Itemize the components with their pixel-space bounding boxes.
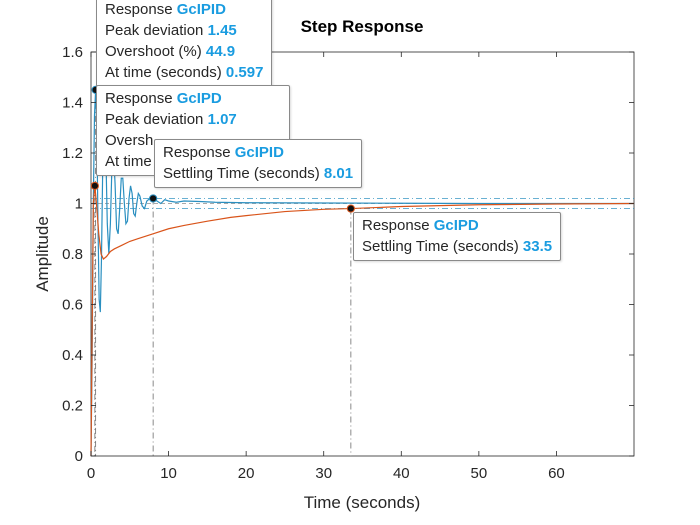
datatip-response-value: GcIPID: [176, 1, 226, 18]
datatip-settling-label: Settling Time (seconds): [362, 238, 519, 255]
y-tick-label: 0: [75, 448, 83, 465]
datatip-peak-row: Peak deviation 1.45: [105, 20, 263, 41]
datatip-response-label: Response: [105, 90, 173, 107]
datatip-peak-label: Peak deviation: [105, 22, 204, 39]
datatip-time-label: At time (seconds): [105, 64, 222, 81]
datatip-overshoot-row: Oversh: [105, 130, 281, 151]
datatip-overshoot-label: Oversh: [105, 132, 154, 149]
y-tick-label: 0.2: [62, 398, 83, 415]
datatip-time-value: 0.597: [225, 64, 264, 81]
datatip-marker-gcipid: [149, 194, 158, 203]
y-tick-label: 0.8: [62, 246, 83, 263]
datatip-settling-value: 33.5: [522, 238, 553, 255]
series-line-gcipd: [90, 185, 635, 457]
datatip-overshoot-row: Overshoot (%) 44.9: [105, 41, 263, 62]
chart-title: Step Response: [301, 17, 424, 36]
datatip-overshoot-value: 44.9: [205, 43, 236, 60]
y-tick-label: 0.4: [62, 347, 83, 364]
x-tick-label: 40: [393, 465, 410, 482]
datatip-response-label: Response: [105, 1, 173, 18]
x-axis-label: Time (seconds): [304, 493, 421, 512]
datatip-response-value: GcIPID: [234, 144, 284, 161]
datatip-marker-gcipd: [90, 181, 99, 190]
datatip-settling-label: Settling Time (seconds): [163, 165, 320, 182]
y-tick-label: 1.2: [62, 145, 83, 162]
datatip-response-row: Response GcIPID: [105, 0, 263, 20]
datatip-peak-value: 1.45: [207, 22, 237, 39]
datatip-peak-row: Peak deviation 1.07: [105, 109, 281, 130]
datatip-settling-row: Settling Time (seconds) 33.5: [362, 236, 552, 257]
x-tick-label: 60: [548, 465, 565, 482]
datatip-response-value: GcIPD: [176, 90, 222, 107]
datatip-gcipid-settling[interactable]: Response GcIPID Settling Time (seconds) …: [154, 139, 363, 188]
datatip-time-row: At time: [105, 151, 281, 172]
series-line-gcipid: [90, 89, 634, 457]
datatip-response-row: Response GcIPID: [163, 142, 353, 163]
x-tick-label: 30: [315, 465, 332, 482]
y-tick-label: 1.6: [62, 44, 83, 61]
datatip-response-row: Response GcIPD: [362, 215, 552, 236]
y-tick-label: 0.6: [62, 297, 83, 314]
x-tick-label: 10: [160, 465, 177, 482]
x-tick-label: 0: [87, 465, 95, 482]
y-tick-label: 1: [75, 196, 83, 213]
datatip-response-row: Response GcIPD: [105, 88, 281, 109]
datatip-time-row: At time (seconds) 0.597: [105, 62, 263, 83]
y-tick-label: 1.4: [62, 95, 83, 112]
datatip-marker-gcipd: [346, 204, 355, 213]
datatip-gcipd-settling[interactable]: Response GcIPD Settling Time (seconds) 3…: [353, 212, 562, 261]
datatip-time-label: At time: [105, 153, 152, 170]
datatip-settling-value: 8.01: [323, 165, 354, 182]
datatip-response-value: GcIPD: [433, 217, 479, 234]
datatip-response-label: Response: [163, 144, 231, 161]
datatip-gcipid-peak[interactable]: Response GcIPID Peak deviation 1.45 Over…: [96, 0, 273, 87]
datatip-peak-label: Peak deviation: [105, 111, 204, 128]
datatip-peak-value: 1.07: [207, 111, 237, 128]
datatip-settling-row: Settling Time (seconds) 8.01: [163, 163, 353, 184]
x-tick-label: 20: [238, 465, 255, 482]
x-tick-label: 50: [471, 465, 488, 482]
datatip-response-label: Response: [362, 217, 430, 234]
y-axis-label: Amplitude: [33, 216, 52, 292]
datatip-overshoot-label: Overshoot (%): [105, 43, 202, 60]
